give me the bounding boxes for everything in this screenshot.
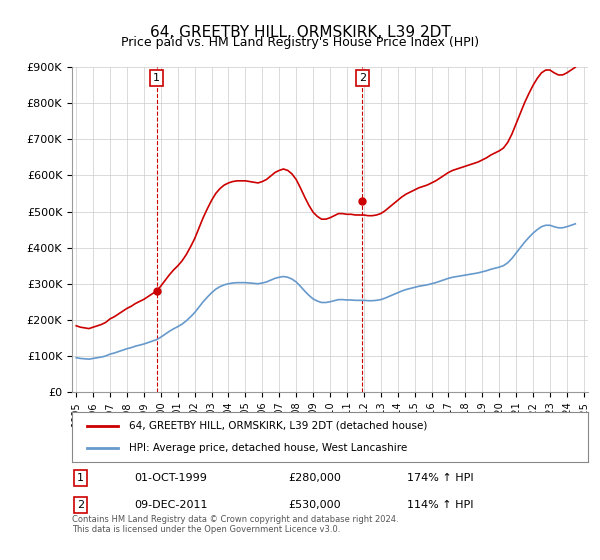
- Text: 2: 2: [359, 73, 366, 83]
- Text: HPI: Average price, detached house, West Lancashire: HPI: Average price, detached house, West…: [129, 443, 407, 453]
- Text: 2: 2: [77, 500, 84, 510]
- Text: £530,000: £530,000: [289, 500, 341, 510]
- Text: Price paid vs. HM Land Registry's House Price Index (HPI): Price paid vs. HM Land Registry's House …: [121, 36, 479, 49]
- Text: 01-OCT-1999: 01-OCT-1999: [134, 473, 207, 483]
- Text: 64, GREETBY HILL, ORMSKIRK, L39 2DT (detached house): 64, GREETBY HILL, ORMSKIRK, L39 2DT (det…: [129, 421, 427, 431]
- Text: 174% ↑ HPI: 174% ↑ HPI: [407, 473, 474, 483]
- Text: £280,000: £280,000: [289, 473, 341, 483]
- Text: 1: 1: [77, 473, 84, 483]
- Text: 64, GREETBY HILL, ORMSKIRK, L39 2DT: 64, GREETBY HILL, ORMSKIRK, L39 2DT: [149, 25, 451, 40]
- Text: 114% ↑ HPI: 114% ↑ HPI: [407, 500, 474, 510]
- Text: 09-DEC-2011: 09-DEC-2011: [134, 500, 208, 510]
- Text: 1: 1: [153, 73, 160, 83]
- Text: Contains HM Land Registry data © Crown copyright and database right 2024.
This d: Contains HM Land Registry data © Crown c…: [72, 515, 398, 534]
